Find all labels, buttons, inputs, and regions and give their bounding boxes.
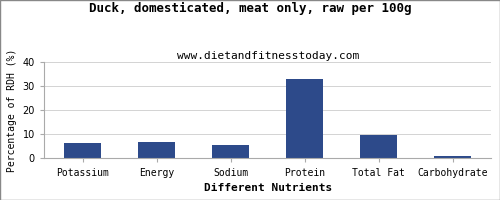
Bar xyxy=(286,79,323,158)
Text: Duck, domesticated, meat only, raw per 100g: Duck, domesticated, meat only, raw per 1… xyxy=(89,2,411,15)
Y-axis label: Percentage of RDH (%): Percentage of RDH (%) xyxy=(7,48,17,172)
Bar xyxy=(64,143,101,158)
Bar xyxy=(360,135,397,158)
Bar xyxy=(138,142,175,158)
Bar xyxy=(434,156,471,158)
Title: www.dietandfitnesstoday.com: www.dietandfitnesstoday.com xyxy=(176,51,359,61)
Bar xyxy=(212,145,249,158)
X-axis label: Different Nutrients: Different Nutrients xyxy=(204,183,332,193)
